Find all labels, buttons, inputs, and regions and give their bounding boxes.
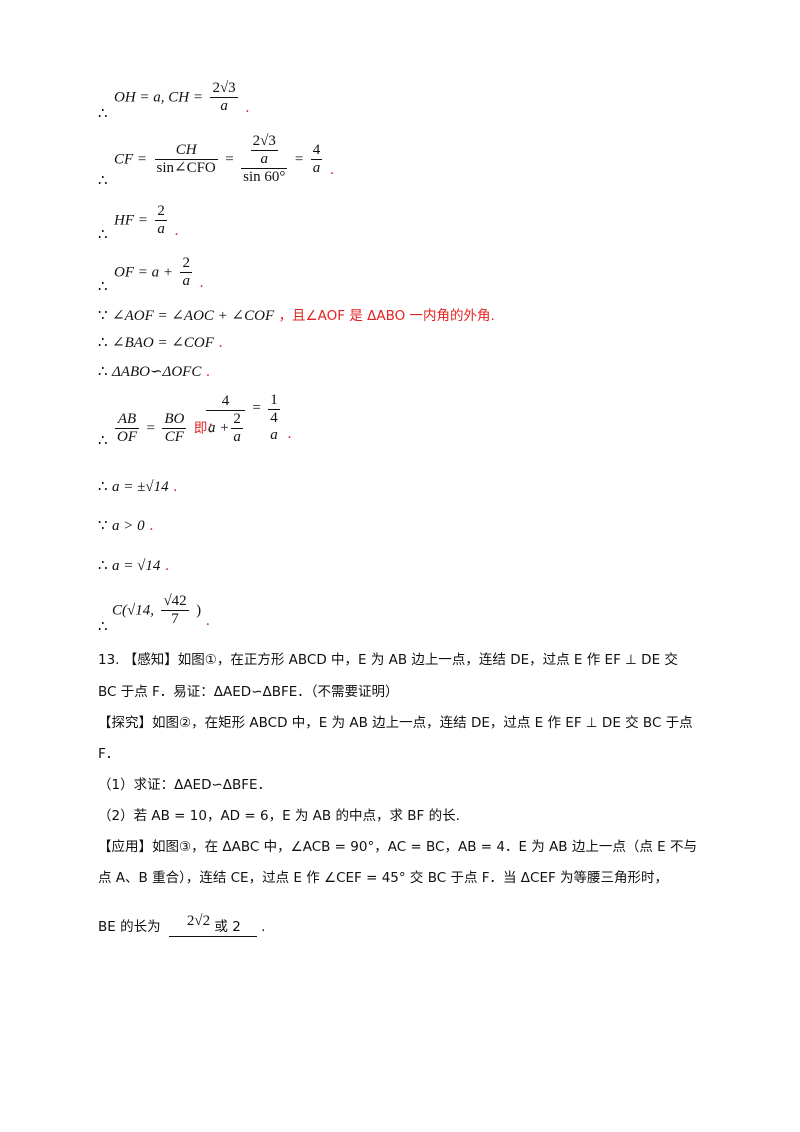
fraction: BO CF (162, 411, 187, 445)
fraction: CH sin∠CFO (154, 142, 218, 176)
expr: OF = a + (114, 264, 173, 281)
problem-line-7: 【应用】如图③，在 ΔABC 中，∠ACB = 90°，AC = BC，AB =… (98, 839, 697, 855)
period: . (149, 518, 154, 534)
expr: CF = (114, 151, 148, 168)
solution-line-6: ∴ ∠BAO = ∠COF . (98, 333, 223, 352)
problem-line-3: 【探究】如图②，在矩形 ABCD 中，E 为 AB 边上一点，连结 DE，过点 … (98, 715, 693, 731)
expr: a = √14 (112, 558, 161, 574)
expr: a > 0 (112, 518, 145, 534)
answer-blank: 2√2 或 2 (168, 913, 257, 937)
therefore-symbol: ∴ (98, 431, 108, 449)
period: . (173, 479, 178, 495)
problem-line-2: BC 于点 F．易证：ΔAED∽ΔBFE．（不需要证明） (98, 684, 399, 700)
therefore-symbol: ∴ (98, 171, 108, 189)
solution-line-10: ∵ a > 0 . (98, 516, 154, 535)
period: . (205, 364, 211, 380)
expr: ∠BAO = ∠COF (112, 335, 214, 351)
therefore-symbol: ∴ (98, 617, 108, 635)
because-symbol: ∵ (98, 308, 108, 324)
label-ji: 即： (193, 420, 221, 437)
therefore-symbol: ∴ (98, 335, 108, 351)
therefore-symbol: ∴ (98, 479, 108, 495)
solution-line-12: ∴ C(√14, √42 7 ) . (98, 593, 211, 635)
period: . (164, 558, 170, 574)
solution-line-11: ∴ a = √14 . (98, 556, 169, 575)
period: . (329, 161, 335, 178)
period: . (205, 612, 211, 629)
expr: C(√14, (112, 602, 154, 619)
problem-line-1: 13. 【感知】如图①，在正方形 ABCD 中，E 为 AB 边上一点，连结 D… (98, 652, 678, 668)
expr: HF = (114, 212, 148, 229)
fraction-nested: 2√3 a sin 60° (241, 133, 288, 185)
solution-line-9: ∴ a = ±√14 . (98, 477, 178, 496)
fraction: 2√3 a (210, 80, 238, 114)
expr: ΔABO∽ΔOFC (112, 364, 202, 380)
solution-line-5: ∵ ∠AOF = ∠AOC + ∠COF ，且∠AOF 是 ΔABO 一内角的外… (98, 304, 495, 325)
solution-line-1: ∴ OH = a, CH = 2√3 a . (98, 80, 250, 122)
therefore-symbol: ∴ (98, 225, 108, 243)
expr: a = ±√14 (112, 479, 169, 495)
period: . (199, 274, 204, 291)
solution-line-7: ∴ ΔABO∽ΔOFC . (98, 362, 210, 381)
problem-line-8: 点 A、B 重合），连结 CE，过点 E 作 ∠CEF = 45° 交 BC 于… (98, 870, 669, 886)
period: . (261, 919, 266, 935)
therefore-symbol: ∴ (98, 364, 108, 380)
note: ，且∠AOF 是 ΔABO 一内角的外角. (278, 308, 495, 324)
therefore-symbol: ∴ (98, 558, 108, 574)
problem-line-4: F． (98, 746, 120, 762)
period: . (245, 99, 250, 116)
period: . (287, 425, 292, 442)
problem-line-6: （2）若 AB = 10，AD = 6，E 为 AB 的中点，求 BF 的长. (98, 808, 460, 824)
fraction: 1 4 a (268, 391, 280, 443)
problem-line-5: （1）求证：ΔAED∽ΔBFE． (98, 777, 272, 793)
answer-value-a: 2√2 (186, 913, 211, 929)
period: . (218, 335, 223, 351)
therefore-symbol: ∴ (98, 277, 108, 295)
because-symbol: ∵ (98, 518, 108, 534)
expr: ∠AOF = ∠AOC + ∠COF (112, 308, 275, 324)
therefore-symbol: ∴ (98, 104, 108, 122)
fraction: AB OF (115, 411, 139, 445)
expr: OH = a, CH = (114, 89, 203, 106)
fraction-nested: 4 a +2 a (206, 393, 245, 446)
answer-value-b: 或 2 (214, 919, 241, 935)
period: . (174, 222, 179, 239)
question-text: BE 的长为 (98, 919, 161, 935)
fraction: √42 7 (161, 593, 189, 627)
problem-line-9: BE 的长为 2√2 或 2 . (98, 913, 266, 937)
